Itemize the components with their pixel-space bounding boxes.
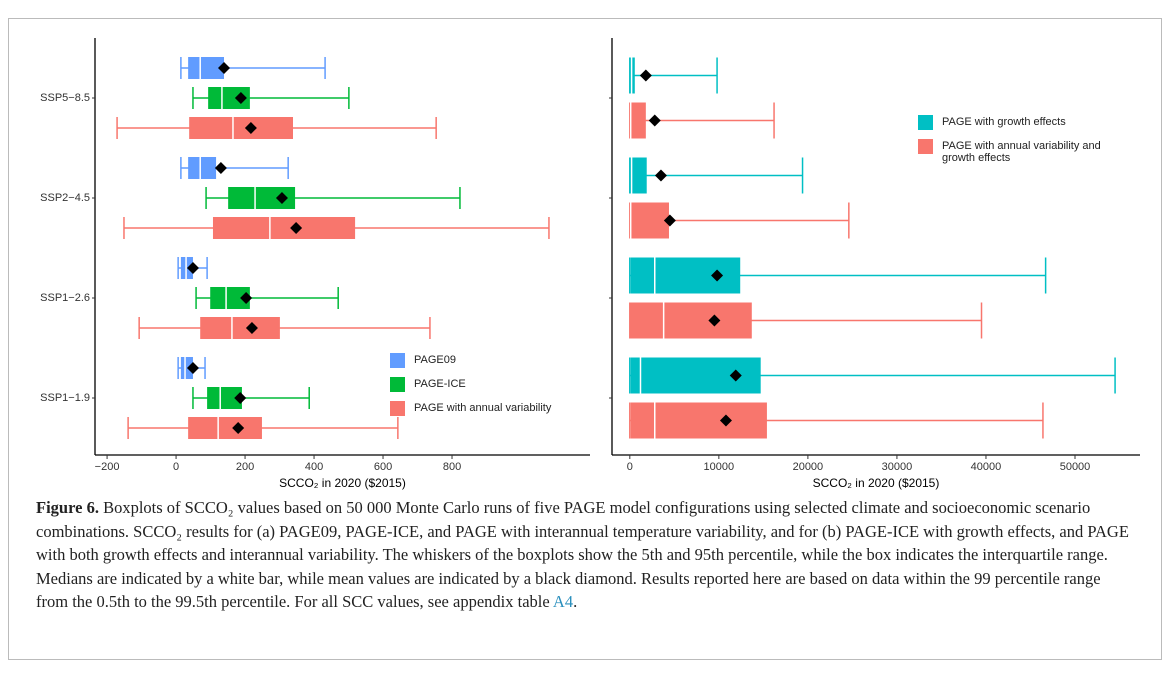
legend-swatch <box>390 353 405 368</box>
mean-diamond <box>654 169 667 182</box>
box <box>180 257 193 279</box>
mean-diamond <box>244 122 257 134</box>
box <box>630 402 767 439</box>
x-tick-label: 40000 <box>971 461 1002 473</box>
legend-label: PAGE with growth effects <box>942 116 1066 128</box>
mean-diamond <box>186 262 199 274</box>
box <box>629 157 647 194</box>
mean-diamond <box>275 192 288 204</box>
box <box>228 187 296 209</box>
box <box>629 302 752 339</box>
box <box>188 57 225 79</box>
legend-swatch <box>918 139 933 154</box>
mean-diamond <box>290 222 303 234</box>
mean-diamond <box>232 422 245 434</box>
legend-label: PAGE09 <box>414 354 456 366</box>
x-tick-label: 30000 <box>882 461 913 473</box>
y-tick-label: SSP2−4.5 <box>40 192 90 204</box>
box <box>212 217 356 239</box>
legend-item: PAGE with annual variability <box>390 401 580 416</box>
mean-diamond <box>663 214 676 227</box>
x-tick-label: −200 <box>95 461 120 473</box>
legend-item: PAGE with growth effects <box>918 115 1118 130</box>
x-tick-label: 0 <box>627 461 633 473</box>
mean-diamond <box>240 292 253 304</box>
caption-link[interactable]: A4 <box>552 592 574 611</box>
box <box>208 87 250 109</box>
mean-diamond <box>729 369 742 382</box>
x-tick-label: 0 <box>173 461 179 473</box>
y-tick-label: SSP1−2.6 <box>40 292 90 304</box>
caption: Figure 6. Boxplots of SCCO₂ values based… <box>36 496 1136 614</box>
legend-item: PAGE-ICE <box>390 377 580 392</box>
legend: PAGE09 PAGE-ICE PAGE with annual variabili… <box>390 353 580 425</box>
mean-diamond <box>234 392 247 404</box>
mean-diamond <box>639 69 652 82</box>
x-axis-label: SCCO₂ in 2020 ($2015) <box>813 476 940 490</box>
y-tick-label: SSP1−1.9 <box>40 392 90 404</box>
box <box>188 157 217 179</box>
x-tick-label: 400 <box>305 461 323 473</box>
x-tick-label: 10000 <box>704 461 735 473</box>
mean-diamond <box>218 62 231 74</box>
mean-diamond <box>245 322 258 334</box>
box <box>180 357 193 379</box>
mean-diamond <box>234 92 247 104</box>
box <box>188 417 262 439</box>
mean-diamond <box>648 114 661 127</box>
caption-end: . <box>573 592 578 611</box>
box <box>189 117 293 139</box>
box <box>200 317 280 339</box>
x-tick-label: 200 <box>236 461 254 473</box>
mean-diamond <box>719 414 732 427</box>
y-tick-label: SSP5−8.5 <box>40 92 90 104</box>
x-tick-label: 50000 <box>1060 461 1091 473</box>
legend-label: PAGE with annual variability and growth … <box>942 140 1101 164</box>
legend-item: PAGE09 <box>390 353 580 368</box>
legend-swatch <box>918 115 933 130</box>
x-tick-label: 20000 <box>793 461 824 473</box>
mean-diamond <box>186 362 199 374</box>
caption-text: Boxplots of SCCO₂ values based on 50 000… <box>36 498 1129 611</box>
legend-swatch <box>390 377 405 392</box>
caption-label: Figure 6. <box>36 498 99 517</box>
box <box>207 387 242 409</box>
legend-item: PAGE with annual variability and growth … <box>918 139 1118 164</box>
box <box>210 287 250 309</box>
box <box>630 257 741 294</box>
legend: PAGE with growth effects PAGE with annual… <box>918 115 1118 173</box>
legend-label: PAGE with annual variability <box>414 402 552 414</box>
figure-frame <box>8 18 1162 660</box>
mean-diamond <box>708 314 721 327</box>
mean-diamond <box>214 162 227 174</box>
legend-swatch <box>390 401 405 416</box>
x-axis-label: SCCO₂ in 2020 ($2015) <box>279 476 406 490</box>
x-tick-label: 600 <box>374 461 392 473</box>
box <box>629 102 646 139</box>
chart: −200 0 200 400 600 800 SCCO₂ in 2020 ($2015) SS… <box>40 38 1140 490</box>
box <box>629 202 669 239</box>
legend-label: PAGE-ICE <box>414 378 466 390</box>
mean-diamond <box>711 269 724 282</box>
x-tick-label: 800 <box>443 461 461 473</box>
